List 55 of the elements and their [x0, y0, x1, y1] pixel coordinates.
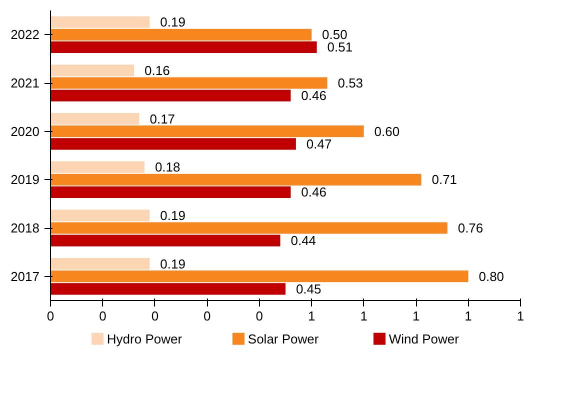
data-label: 0.80	[478, 268, 504, 284]
bar	[50, 16, 150, 28]
x-tick-label: 1	[464, 308, 472, 324]
data-label: 0.18	[154, 160, 180, 175]
legend-label: Hydro Power	[106, 331, 183, 346]
bar	[50, 234, 280, 246]
data-label: 0.44	[290, 233, 316, 248]
data-label: 0.47	[306, 136, 332, 152]
bar	[50, 222, 448, 234]
data-label: 0.46	[301, 184, 326, 200]
y-tick-label: 2020	[10, 124, 40, 139]
bar	[50, 186, 291, 198]
bar	[50, 283, 286, 295]
data-label: 0.76	[458, 220, 484, 236]
bar	[50, 90, 291, 102]
y-tick-label: 2021	[10, 76, 40, 90]
x-tick-label: 1	[308, 308, 316, 324]
data-label: 0.50	[322, 27, 348, 42]
data-label: 0.19	[160, 208, 186, 223]
y-tick-label: 2019	[10, 172, 40, 188]
data-label: 0.19	[160, 256, 186, 272]
x-tick-label: 0	[256, 308, 264, 324]
bar	[50, 161, 144, 173]
x-tick-label: 0	[46, 308, 54, 324]
data-label: 0.46	[301, 88, 326, 104]
data-label: 0.53	[338, 76, 364, 90]
x-tick-label: 0	[99, 308, 106, 324]
bar	[50, 174, 422, 186]
bar	[50, 258, 150, 270]
x-tick-label: 1	[516, 308, 524, 324]
data-label: 0.17	[150, 111, 176, 126]
bar	[50, 138, 296, 150]
data-label: 0.45	[296, 281, 322, 296]
data-label: 0.71	[432, 172, 458, 188]
y-tick-label: 2017	[10, 268, 40, 284]
bar	[50, 126, 364, 138]
y-tick-label: 2018	[10, 220, 40, 236]
data-label: 0.51	[327, 40, 353, 55]
bar	[50, 270, 468, 282]
x-tick-label: 0	[204, 308, 211, 324]
bar	[50, 210, 150, 222]
y-tick-label: 2022	[10, 27, 40, 42]
x-tick-label: 0	[151, 308, 159, 324]
x-tick-label: 1	[360, 308, 368, 324]
legend-label: Wind Power	[388, 331, 460, 346]
bar	[50, 112, 140, 125]
bar	[50, 28, 312, 40]
data-label: 0.60	[374, 124, 400, 139]
data-label: 0.16	[144, 62, 170, 78]
x-tick-label: 1	[412, 308, 420, 324]
data-label: 0.19	[160, 14, 186, 30]
bar	[50, 64, 134, 76]
legend-label: Solar Power	[248, 331, 320, 346]
bar	[50, 77, 328, 89]
bar	[50, 41, 317, 54]
